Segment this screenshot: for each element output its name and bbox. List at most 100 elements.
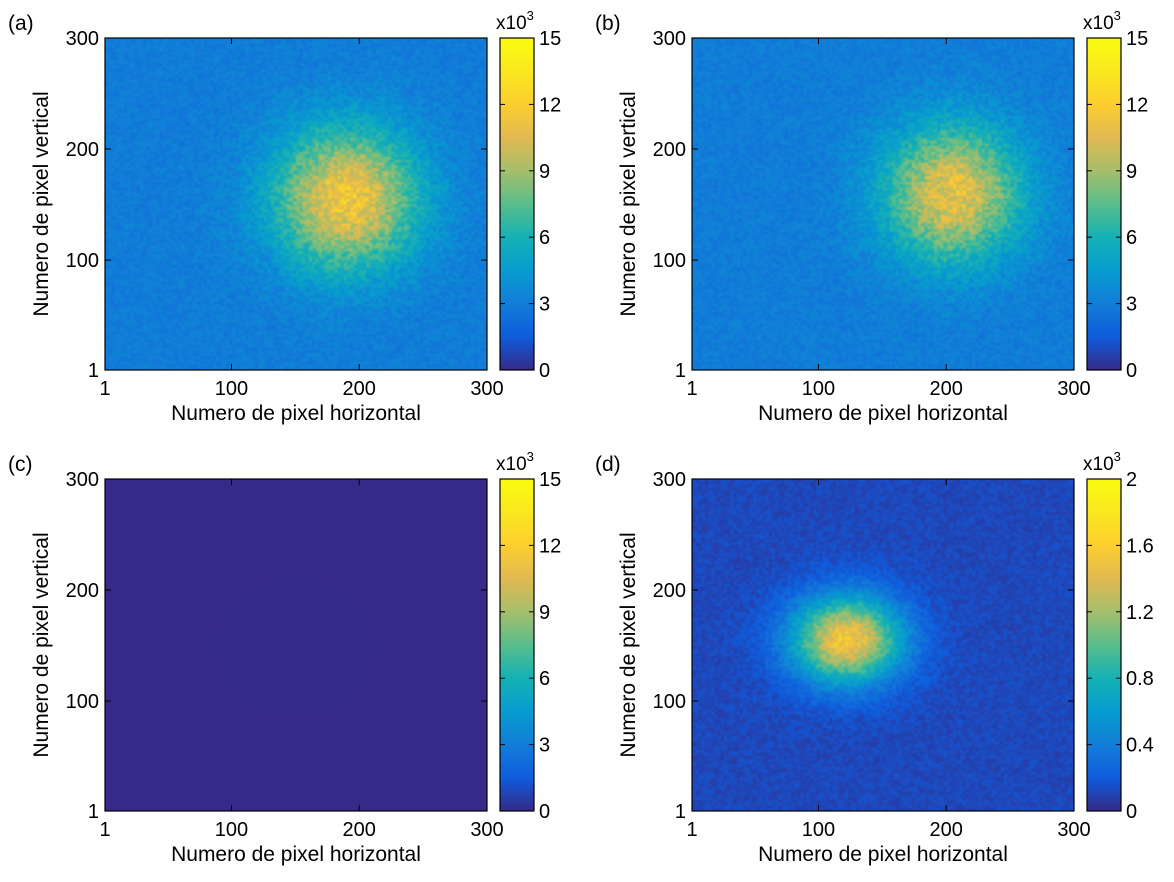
colorbar-tick-label: 9 bbox=[1126, 161, 1137, 183]
colorbar-tick-label: 9 bbox=[539, 602, 550, 624]
x-tick-label: 1 bbox=[99, 378, 110, 400]
colorbar-tick-label: 15 bbox=[539, 28, 561, 50]
colorbar-exponent-power: 3 bbox=[1114, 8, 1121, 23]
x-tick-label: 100 bbox=[215, 378, 248, 400]
colorbar-exponent-power: 3 bbox=[1114, 449, 1121, 464]
y-tick-label: 300 bbox=[66, 469, 99, 491]
y-tick-label: 200 bbox=[66, 139, 99, 161]
colorbar-tick-label: 12 bbox=[539, 94, 561, 116]
colorbar-tick-label: 15 bbox=[539, 469, 561, 491]
x-axis-label: Numero de pixel horizontal bbox=[171, 402, 421, 425]
y-tick-label: 100 bbox=[66, 250, 99, 272]
chart-svg: 1 100 200 300 1 100 200 300 Numero de pixel hori… bbox=[595, 449, 1154, 866]
y-tick-label: 300 bbox=[653, 469, 686, 491]
y-tick-label: 100 bbox=[653, 250, 686, 272]
colorbar-tick-label: 12 bbox=[539, 535, 561, 557]
colorbar-exponent-base: x10 bbox=[496, 454, 527, 475]
colorbar-tick-label: 3 bbox=[539, 735, 550, 757]
x-axis-label: Numero de pixel horizontal bbox=[758, 843, 1008, 866]
x-tick-label: 1 bbox=[686, 378, 697, 400]
y-axis-label: Numero de pixel vertical bbox=[30, 532, 53, 757]
heatmap-image bbox=[105, 479, 487, 811]
colorbar-tick-label: 1.6 bbox=[1126, 535, 1154, 557]
y-tick-label: 300 bbox=[66, 28, 99, 50]
colorbar-tick-label: 0 bbox=[1126, 360, 1137, 382]
axes-box bbox=[104, 37, 488, 371]
y-tick-label: 300 bbox=[653, 28, 686, 50]
heatmap-image bbox=[105, 38, 487, 370]
colorbar bbox=[499, 478, 535, 812]
colorbar bbox=[1086, 37, 1122, 371]
colorbar-tick-label: 3 bbox=[1126, 294, 1137, 316]
colorbar-tick-label: 0.4 bbox=[1126, 735, 1154, 757]
colorbar-exponent: x103 bbox=[1083, 8, 1121, 34]
colorbar-tick-label: 0 bbox=[1126, 801, 1137, 823]
panel-c: 1 100 200 300 1 100 200 300 Numero de pixel hori… bbox=[0, 441, 587, 882]
panel-label: (d) bbox=[595, 453, 621, 476]
colorbar-tick-label: 15 bbox=[1126, 28, 1148, 50]
x-tick-label: 1 bbox=[686, 819, 697, 841]
heatmap-image bbox=[692, 38, 1074, 370]
heatmap-image bbox=[692, 479, 1074, 811]
colorbar-exponent: x103 bbox=[496, 8, 534, 34]
x-tick-label: 200 bbox=[930, 819, 963, 841]
colorbar-tick-label: 6 bbox=[1126, 227, 1137, 249]
x-tick-label: 300 bbox=[1057, 378, 1090, 400]
colorbar-exponent: x103 bbox=[1083, 449, 1121, 475]
panel-label: (b) bbox=[595, 12, 621, 35]
panel-b: 1 100 200 300 1 100 200 300 Numero de pixel hori… bbox=[587, 0, 1174, 441]
colorbar-exponent-power: 3 bbox=[527, 8, 534, 23]
colorbar-exponent-base: x10 bbox=[1083, 13, 1114, 34]
y-tick-label: 100 bbox=[66, 691, 99, 713]
chart-svg: 1 100 200 300 1 100 200 300 Numero de pixel hori… bbox=[8, 8, 561, 425]
y-tick-label: 1 bbox=[88, 360, 99, 382]
x-axis-label: Numero de pixel horizontal bbox=[758, 402, 1008, 425]
y-tick-label: 1 bbox=[675, 801, 686, 823]
y-tick-label: 200 bbox=[653, 580, 686, 602]
y-axis-label: Numero de pixel vertical bbox=[30, 91, 53, 316]
y-tick-label: 100 bbox=[653, 691, 686, 713]
panel-d: 1 100 200 300 1 100 200 300 Numero de pixel hori… bbox=[587, 441, 1174, 882]
panel-a: 1 100 200 300 1 100 200 300 Numero de pixel hori… bbox=[0, 0, 587, 441]
colorbar-tick-label: 0 bbox=[539, 801, 550, 823]
y-axis-label: Numero de pixel vertical bbox=[617, 91, 640, 316]
colorbar-tick-label: 0.8 bbox=[1126, 668, 1154, 690]
colorbar-tick-label: 0 bbox=[539, 360, 550, 382]
x-tick-label: 200 bbox=[930, 378, 963, 400]
colorbar-exponent: x103 bbox=[496, 449, 534, 475]
y-axis-label: Numero de pixel vertical bbox=[617, 532, 640, 757]
colorbar-tick-label: 6 bbox=[539, 668, 550, 690]
chart-svg: 1 100 200 300 1 100 200 300 Numero de pixel hori… bbox=[8, 449, 561, 866]
colorbar-exponent-base: x10 bbox=[1083, 454, 1114, 475]
colorbar-tick-label: 12 bbox=[1126, 94, 1148, 116]
x-tick-label: 100 bbox=[215, 819, 248, 841]
axes-box bbox=[691, 478, 1075, 812]
colorbar bbox=[499, 37, 535, 371]
colorbar-tick-label: 9 bbox=[539, 161, 550, 183]
axes-box bbox=[691, 37, 1075, 371]
panel-label: (c) bbox=[8, 453, 33, 476]
y-tick-label: 1 bbox=[88, 801, 99, 823]
colorbar-tick-label: 2 bbox=[1126, 469, 1137, 491]
x-tick-label: 1 bbox=[99, 819, 110, 841]
x-tick-label: 300 bbox=[1057, 819, 1090, 841]
y-tick-label: 200 bbox=[66, 580, 99, 602]
colorbar-tick-label: 6 bbox=[539, 227, 550, 249]
axes-box bbox=[104, 478, 488, 812]
y-tick-label: 200 bbox=[653, 139, 686, 161]
x-tick-label: 200 bbox=[343, 378, 376, 400]
colorbar-exponent-base: x10 bbox=[496, 13, 527, 34]
panel-label: (a) bbox=[8, 12, 34, 35]
x-tick-label: 300 bbox=[470, 819, 503, 841]
y-tick-label: 1 bbox=[675, 360, 686, 382]
colorbar bbox=[1086, 478, 1122, 812]
x-tick-label: 200 bbox=[343, 819, 376, 841]
colorbar-tick-label: 3 bbox=[539, 294, 550, 316]
x-tick-label: 100 bbox=[802, 378, 835, 400]
colorbar-tick-label: 1.2 bbox=[1126, 602, 1154, 624]
x-axis-label: Numero de pixel horizontal bbox=[171, 843, 421, 866]
x-tick-label: 100 bbox=[802, 819, 835, 841]
x-tick-label: 300 bbox=[470, 378, 503, 400]
chart-svg: 1 100 200 300 1 100 200 300 Numero de pixel hori… bbox=[595, 8, 1148, 425]
